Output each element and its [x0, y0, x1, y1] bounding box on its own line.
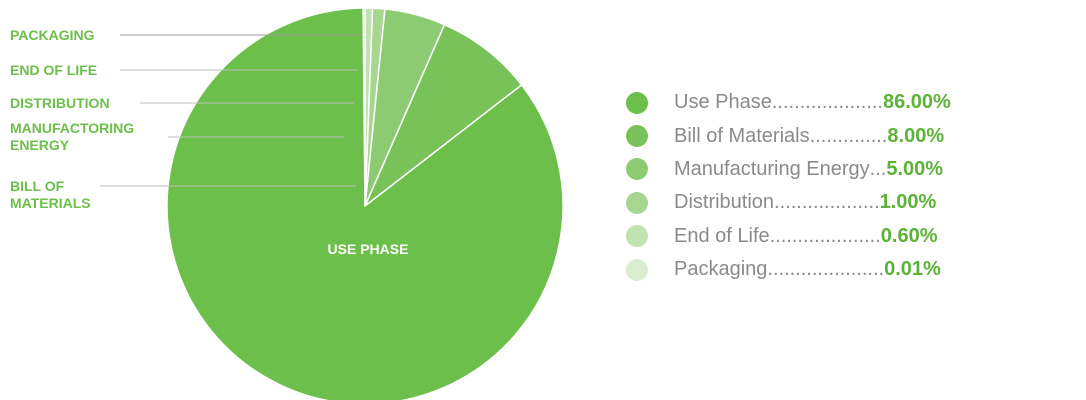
- legend-item-use-phase: Use Phase .................... 86.00%: [626, 86, 1066, 119]
- legend-leader-dots: ..............: [809, 124, 888, 147]
- legend-value: 0.01%: [884, 258, 941, 281]
- legend-value: 5.00%: [886, 157, 944, 180]
- legend-leader-dots: ...: [869, 157, 887, 180]
- legend-value: 86.00%: [882, 91, 951, 114]
- legend-leader-dots: ...................: [774, 191, 880, 214]
- pie-slice-bill-of-materials: [364, 23, 523, 207]
- slice-label-manufacturing-energy: MANUFACTORING ENERGY: [10, 120, 134, 153]
- legend-label: Bill of Materials: [674, 124, 810, 147]
- slice-label-use-phase: USE PHASE: [328, 241, 409, 257]
- legend: Use Phase .................... 86.00% Bi…: [626, 86, 1066, 286]
- legend-item-packaging: Packaging ..................... 0.01%: [626, 253, 1066, 286]
- legend-swatch-distribution: [626, 191, 648, 214]
- legend-value: 0.60%: [880, 224, 938, 247]
- legend-label: Distribution: [674, 191, 775, 214]
- legend-label: Use Phase: [674, 91, 772, 114]
- legend-item-end-of-life: End of Life .................... 0.60%: [626, 220, 1066, 253]
- legend-swatch-use-phase: [626, 91, 648, 114]
- legend-label: Manufacturing Energy: [674, 157, 870, 180]
- legend-leader-dots: ....................: [771, 91, 883, 114]
- legend-value: 8.00%: [887, 124, 945, 147]
- slice-labels: BILL OF MATERIALS MANUFACTORING ENERGY DISTR…: [10, 27, 134, 211]
- pie-slices: [166, 7, 564, 400]
- slice-label-packaging: PACKAGING: [10, 27, 95, 43]
- legend-leader-dots: ....................: [769, 224, 881, 247]
- slice-label-end-of-life: END OF LIFE: [10, 62, 97, 78]
- legend-swatch-manufacturing-energy: [626, 158, 648, 181]
- legend-item-manufacturing-energy: Manufacturing Energy ... 5.00%: [626, 153, 1066, 186]
- legend-item-bill-of-materials: Bill of Materials .............. 8.00%: [626, 119, 1066, 152]
- legend-item-distribution: Distribution ................... 1.00%: [626, 186, 1066, 219]
- legend-value: 1.00%: [879, 191, 937, 214]
- legend-leader-dots: .....................: [767, 258, 885, 281]
- legend-swatch-end-of-life: [626, 225, 648, 248]
- slice-label-distribution: DISTRIBUTION: [10, 95, 110, 111]
- pie-slice-packaging: [362, 7, 366, 207]
- slice-label-bill-of-materials: BILL OF MATERIALS: [10, 178, 91, 211]
- legend-label: Packaging: [674, 258, 768, 281]
- legend-swatch-bill-of-materials: [626, 125, 648, 148]
- legend-swatch-packaging: [626, 258, 648, 281]
- leader-lines: [100, 34, 362, 187]
- legend-label: End of Life: [674, 224, 770, 247]
